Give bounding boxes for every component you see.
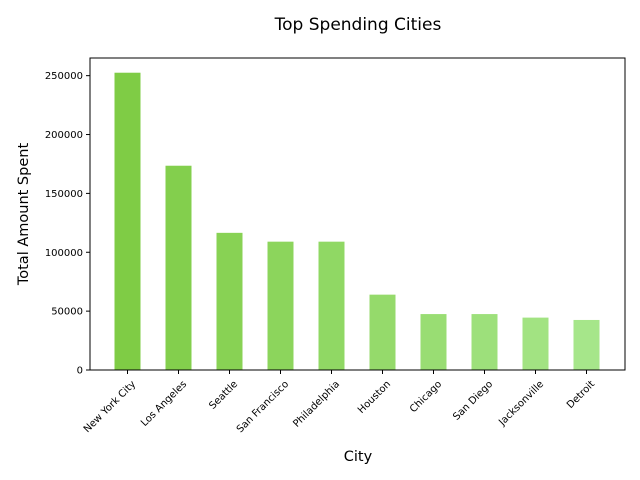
x-tick-label: San Diego	[451, 379, 495, 423]
x-tick-label: New York City	[82, 379, 138, 435]
x-tick-label: San Francisco	[235, 379, 291, 435]
plot-frame	[89, 57, 626, 371]
y-tick-label: 250000	[45, 71, 83, 82]
y-tick-label: 0	[77, 366, 83, 377]
y-axis-ticks: 0 50000 100000 150000 200000 250000	[45, 71, 90, 377]
bar-san-francisco	[267, 241, 294, 370]
bars-group	[114, 72, 600, 370]
bar-jacksonville	[522, 317, 549, 370]
y-tick-label: 150000	[45, 189, 83, 200]
bar-new-york-city	[114, 72, 141, 370]
bar-los-angeles	[165, 165, 192, 370]
x-tick-label: Los Angeles	[139, 379, 189, 429]
x-tick-label: Philadelphia	[291, 379, 342, 430]
chart-title: Top Spending Cities	[274, 15, 442, 35]
bar-san-diego	[471, 314, 498, 370]
x-tick-label: Seattle	[207, 379, 240, 412]
bar-houston	[369, 294, 396, 370]
x-axis-label: City	[344, 449, 373, 465]
y-axis-label: Total Amount Spent	[16, 143, 32, 287]
y-tick-label: 200000	[45, 130, 83, 141]
bar-philadelphia	[318, 241, 345, 370]
x-tick-label: Jacksonville	[496, 379, 546, 429]
bar-chicago	[420, 314, 447, 370]
x-tick-label: Houston	[356, 379, 393, 416]
y-tick-label: 100000	[45, 248, 83, 259]
bar-seattle	[216, 232, 243, 370]
y-tick-label: 50000	[51, 307, 83, 318]
x-tick-label: Detroit	[565, 379, 597, 411]
x-tick-label: Chicago	[408, 379, 444, 415]
bar-detroit	[573, 319, 600, 370]
